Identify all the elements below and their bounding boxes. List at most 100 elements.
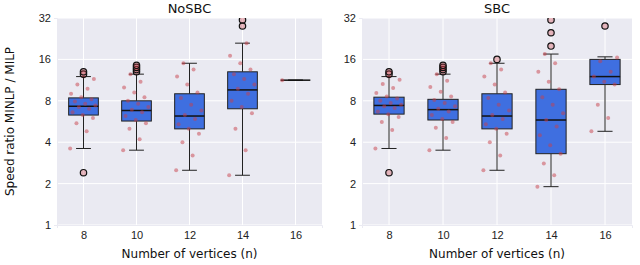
median <box>482 115 512 117</box>
outlier <box>239 23 245 29</box>
point <box>497 103 501 107</box>
whisker <box>242 43 243 72</box>
point <box>68 146 72 150</box>
point <box>434 126 438 130</box>
point <box>589 129 593 133</box>
point <box>77 105 81 109</box>
point <box>393 106 397 110</box>
point <box>69 92 73 96</box>
point <box>376 109 380 113</box>
x-axis-title: Number of vertices (n) <box>429 247 565 261</box>
x-tick-mark <box>243 225 244 228</box>
point <box>555 125 559 129</box>
outlier <box>80 170 86 176</box>
point <box>553 61 557 65</box>
x-axis: 810121416 <box>363 225 633 241</box>
point <box>181 61 185 65</box>
point <box>547 80 551 84</box>
point <box>427 148 431 152</box>
y-tick-label: 4 <box>350 136 356 148</box>
y-tick-mark <box>54 59 57 60</box>
point <box>227 173 231 177</box>
y-tick-mark <box>359 101 362 102</box>
x-tick: 8 <box>386 225 392 241</box>
x-tick: 16 <box>290 225 302 241</box>
point <box>373 146 377 150</box>
median <box>281 79 311 81</box>
point <box>85 129 89 133</box>
outlier <box>386 69 392 75</box>
point <box>86 87 90 91</box>
title: SBC <box>484 1 510 16</box>
x-tick-mark <box>190 225 191 228</box>
whisker-cap <box>435 150 450 151</box>
point <box>602 80 606 84</box>
point <box>490 113 494 117</box>
point <box>238 61 242 65</box>
x-tick-label: 16 <box>599 229 611 241</box>
outlier <box>386 170 392 176</box>
point <box>191 154 195 158</box>
point <box>606 116 610 120</box>
point <box>498 154 502 158</box>
marks <box>68 18 310 177</box>
outlier <box>548 43 554 49</box>
y-tick: 4 <box>45 136 57 148</box>
point <box>232 72 236 76</box>
y-axis-line <box>359 19 363 226</box>
x-axis: 810121416 <box>58 225 323 241</box>
point <box>230 99 234 103</box>
marks <box>373 18 620 189</box>
point <box>397 115 401 119</box>
point <box>81 113 85 117</box>
point <box>179 96 183 100</box>
point <box>252 83 256 87</box>
whisker-cap <box>489 170 504 171</box>
whisker <box>443 120 444 150</box>
y-axis-line <box>54 19 58 226</box>
box <box>536 89 566 153</box>
y-tick: 1 <box>45 219 57 231</box>
point <box>439 90 443 94</box>
point <box>127 127 131 131</box>
point <box>482 75 486 79</box>
point <box>507 109 511 113</box>
x-tick-mark <box>389 225 390 228</box>
whisker-cap <box>76 148 91 149</box>
point <box>382 104 386 108</box>
point <box>598 59 602 63</box>
x-tick-mark <box>84 225 85 228</box>
point <box>87 107 91 111</box>
point <box>499 68 503 72</box>
y-tick-label: 4 <box>45 136 51 148</box>
point <box>75 83 79 87</box>
y-tick-mark <box>359 59 362 60</box>
y-tick-mark <box>54 225 57 226</box>
point <box>542 162 546 166</box>
y-tick: 1 <box>350 219 362 231</box>
point <box>144 121 148 125</box>
box <box>69 98 99 115</box>
outlier <box>494 56 500 62</box>
point <box>240 105 244 109</box>
y-tick-mark <box>359 225 362 226</box>
point <box>146 105 150 109</box>
point <box>128 72 132 76</box>
box <box>281 80 311 81</box>
y-tick: 32 <box>39 12 57 24</box>
y-tick-label: 16 <box>344 53 356 65</box>
point <box>494 127 498 131</box>
point <box>130 108 134 112</box>
point <box>501 117 505 121</box>
whisker-cap <box>381 148 396 149</box>
y-tick-label: 1 <box>45 219 51 231</box>
whisker <box>136 121 137 150</box>
whisker <box>83 77 84 98</box>
point <box>440 117 444 121</box>
point <box>138 137 142 141</box>
whisker <box>189 63 190 94</box>
point <box>140 110 144 114</box>
point <box>185 83 189 87</box>
whisker <box>551 54 552 89</box>
point <box>91 116 95 120</box>
